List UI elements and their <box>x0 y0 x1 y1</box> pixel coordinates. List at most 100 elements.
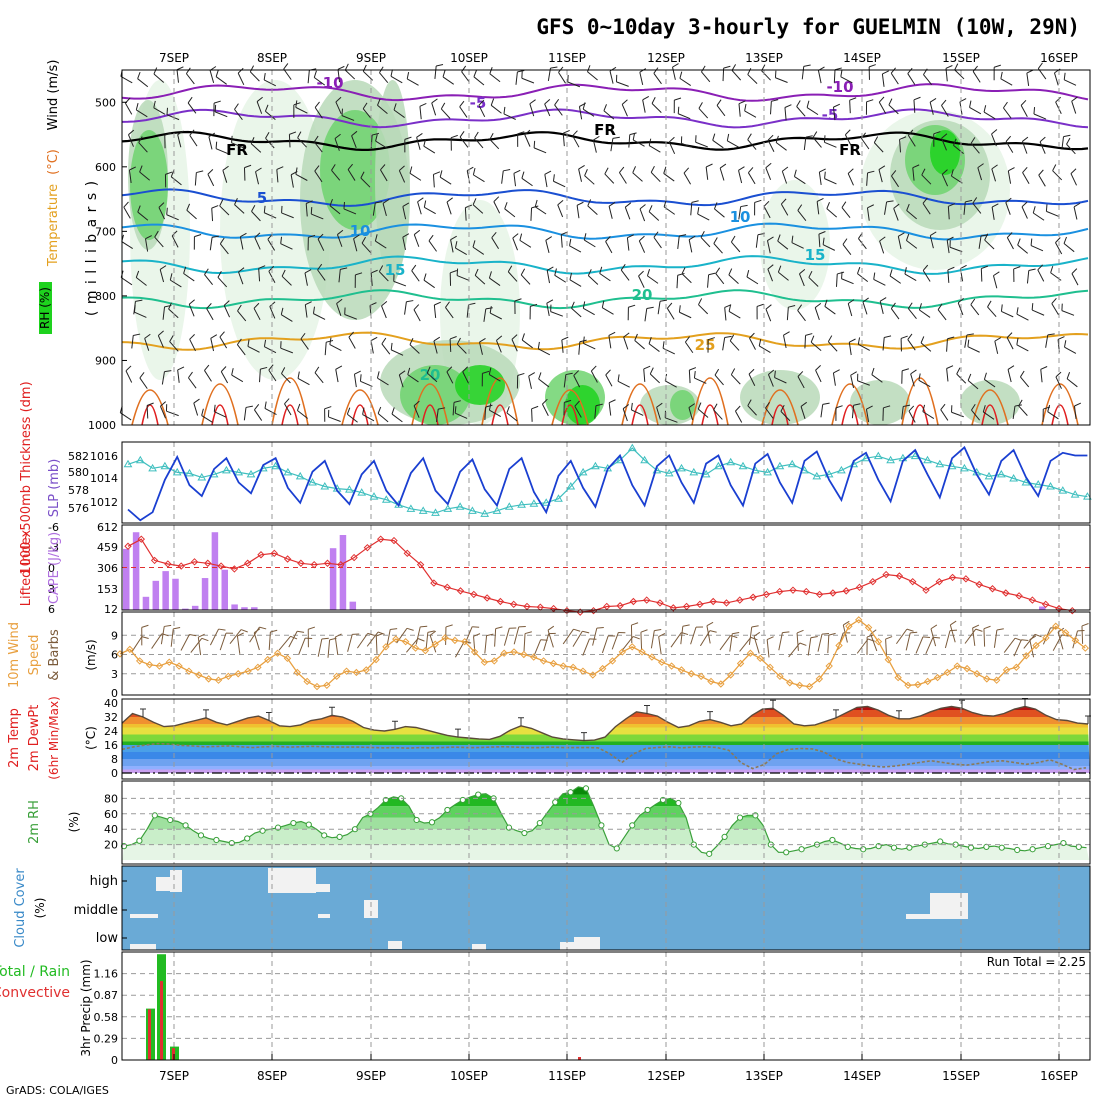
wind-speed-marker <box>933 673 942 682</box>
wind-barb <box>353 234 360 240</box>
wind-barb <box>569 245 582 253</box>
wind-barb <box>749 337 756 350</box>
wind-barb <box>263 205 266 213</box>
wind10m-barb <box>983 628 986 647</box>
wind-barb <box>194 234 202 238</box>
wind-barb <box>468 302 476 306</box>
wind-barb <box>446 371 454 384</box>
wind-barb <box>833 69 836 83</box>
wind-speed-marker <box>786 679 794 687</box>
wind-barb <box>605 236 611 242</box>
wind-barb <box>603 104 607 111</box>
wind-barb <box>521 333 525 341</box>
wind-barb <box>237 72 245 86</box>
wind-barb <box>293 102 301 106</box>
wind-barb <box>729 334 735 342</box>
lifted-index-marker <box>656 599 664 607</box>
wind-barb <box>201 415 213 423</box>
wind-barb <box>893 203 900 209</box>
wind-barb <box>901 406 904 420</box>
wind-barb <box>707 337 715 341</box>
wind-barb <box>260 366 268 370</box>
wind10m-barb <box>611 632 619 650</box>
wind-barb <box>833 103 841 108</box>
wind-barb <box>684 341 694 354</box>
wind-barb <box>694 377 707 384</box>
tick-label-rh: 40 <box>104 823 118 836</box>
precip-convective-bar <box>160 981 163 1060</box>
wind-barb <box>158 207 166 220</box>
wind-barb <box>569 238 572 246</box>
wind-barb <box>824 299 828 307</box>
wind-speed-marker <box>667 662 676 670</box>
wind-barb <box>719 163 727 169</box>
wind-barb <box>904 267 907 275</box>
y-tick-label: 900 <box>95 354 116 367</box>
wind-barb <box>472 198 477 205</box>
wind-barb <box>466 304 470 318</box>
wind10m-barb <box>650 630 655 649</box>
thickness-marker <box>812 471 822 480</box>
hot-contour <box>211 404 229 426</box>
wind-barb <box>245 405 253 408</box>
wind-barb <box>991 203 999 208</box>
wind-barb <box>347 169 356 181</box>
wind-barb <box>937 303 943 310</box>
wind-barb <box>639 204 646 210</box>
wind-barb <box>1064 346 1077 354</box>
wind-barb <box>436 409 439 423</box>
wind-barb <box>337 69 341 83</box>
wind-barb <box>258 268 261 282</box>
wind-barb <box>313 141 323 153</box>
wind-barb <box>381 337 387 345</box>
wind-barb <box>237 304 242 312</box>
hot-contour <box>631 404 649 426</box>
wind-barb <box>177 366 185 371</box>
wind-barb <box>188 371 193 379</box>
wind10m-barb <box>640 632 643 651</box>
wind-barb <box>971 403 976 411</box>
wind-barb <box>404 136 412 140</box>
wind-barb <box>264 401 267 409</box>
wind10m-barb <box>308 626 316 630</box>
tick-label-li: -6 <box>48 521 59 534</box>
wind-barb <box>222 165 229 171</box>
wind-barb <box>331 164 336 171</box>
wind-barb <box>474 275 486 285</box>
lifted-index-marker <box>430 579 438 587</box>
cloud-block <box>318 914 330 918</box>
precip-convective-bar <box>148 1009 151 1060</box>
wind-barb <box>263 72 266 81</box>
lifted-index-marker <box>310 560 318 569</box>
run-total-annotation: Run Total = 2.25 <box>987 955 1086 969</box>
wind-speed-marker <box>175 662 183 670</box>
wind-barb <box>582 336 585 344</box>
wind10m-barb <box>278 636 291 651</box>
wind-barb <box>171 230 178 237</box>
wind-barb <box>991 129 998 135</box>
lifted-index-marker <box>603 602 611 611</box>
wind-barb <box>791 235 794 243</box>
wind-barb <box>780 404 785 412</box>
wind-barb <box>1001 310 1014 318</box>
wind-speed-marker <box>1081 644 1090 652</box>
wind10m-barb <box>347 634 353 652</box>
wind10m-barb <box>658 633 666 638</box>
wind-barb <box>644 308 648 322</box>
warm-contour <box>901 377 939 426</box>
wind-barb <box>626 237 630 251</box>
wind-barb <box>128 129 135 136</box>
wind-barb <box>346 407 351 415</box>
credit-text: GrADS: COLA/IGES <box>6 1084 109 1097</box>
wind10m-barb <box>766 639 770 658</box>
wind-barb <box>472 167 476 175</box>
wind-barb <box>137 78 149 88</box>
wind-barb <box>967 339 970 347</box>
wind-barb <box>283 63 289 70</box>
x-date-label-bottom: 8SEP <box>257 1069 287 1083</box>
wind-barb <box>379 271 389 282</box>
wind10m-barb <box>321 637 329 640</box>
y-label-cloud: Cloud Cover <box>13 868 28 948</box>
wind-barb <box>713 409 723 420</box>
wind-barb <box>744 103 747 112</box>
